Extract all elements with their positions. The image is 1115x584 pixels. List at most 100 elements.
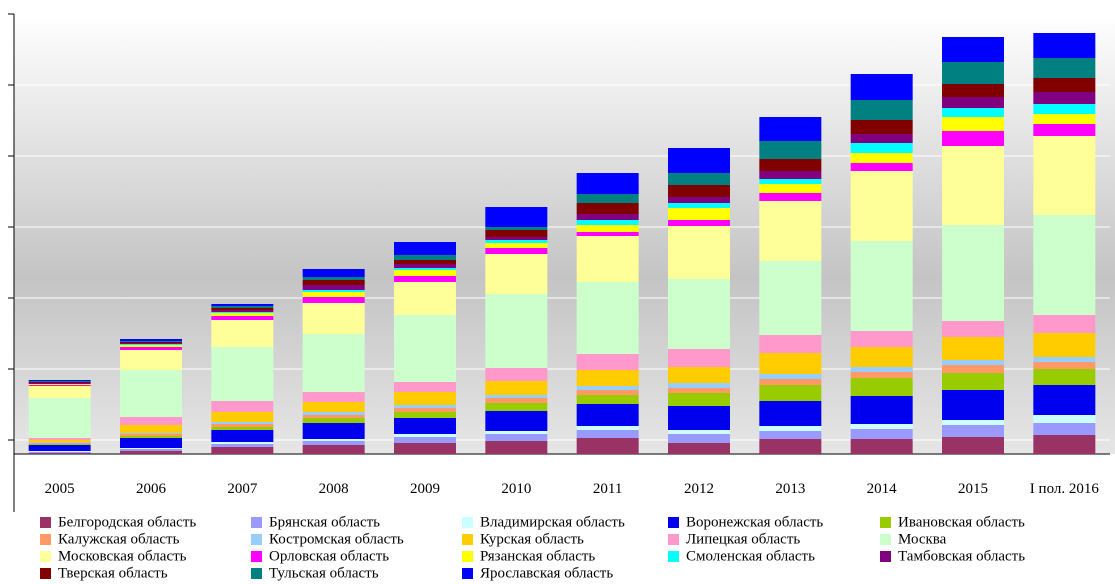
bar-segment bbox=[1033, 114, 1096, 124]
legend-swatch bbox=[668, 534, 679, 545]
bar-segment bbox=[850, 429, 913, 439]
bar-segment bbox=[668, 430, 730, 434]
bar-segment bbox=[302, 418, 365, 423]
bar-segment bbox=[668, 148, 730, 173]
bar-segment bbox=[759, 335, 822, 353]
bar-segment bbox=[485, 431, 548, 434]
bar-segment bbox=[1033, 215, 1096, 315]
bar-segment bbox=[485, 398, 548, 403]
bar-segment bbox=[211, 427, 274, 430]
bar-segment bbox=[211, 401, 274, 412]
bar-segment bbox=[485, 368, 548, 381]
bar-segment bbox=[668, 393, 730, 406]
bar-segment bbox=[302, 285, 365, 290]
bar-segment bbox=[120, 449, 182, 451]
x-tick-label: 2015 bbox=[958, 481, 988, 497]
x-tick-label: 2007 bbox=[227, 481, 258, 497]
bar-segment bbox=[668, 197, 730, 203]
bar-segment bbox=[28, 385, 91, 386]
bar-segment bbox=[668, 367, 730, 383]
x-tick-label: 2013 bbox=[775, 481, 806, 497]
bar-segment bbox=[211, 444, 274, 447]
bar-segment bbox=[576, 390, 639, 395]
bar-segment bbox=[850, 74, 913, 100]
bar-segment bbox=[120, 451, 182, 454]
bar-segment bbox=[28, 440, 91, 442]
bar-segment bbox=[28, 443, 91, 444]
bar-segment bbox=[1033, 369, 1096, 385]
bar-segment bbox=[668, 349, 730, 367]
bar-segment bbox=[485, 441, 548, 454]
bar-segment bbox=[576, 282, 639, 354]
bar-segment bbox=[302, 439, 365, 441]
bar-segment bbox=[576, 404, 639, 426]
bar-segment bbox=[576, 430, 639, 438]
legend-label: Брянская область bbox=[269, 514, 380, 530]
bar-segment bbox=[211, 422, 274, 424]
legend-label: Рязанская область bbox=[480, 548, 595, 564]
bar-segment bbox=[120, 341, 182, 342]
bar-segment bbox=[302, 292, 365, 297]
bar-segment bbox=[394, 405, 456, 408]
bar-segment bbox=[394, 255, 456, 260]
legend-swatch bbox=[462, 568, 473, 579]
bar-segment bbox=[211, 430, 274, 442]
bar-segment bbox=[942, 420, 1004, 425]
bar-segment bbox=[302, 445, 365, 454]
bar-segment bbox=[1033, 357, 1096, 362]
bar-segment bbox=[485, 230, 548, 237]
bar-segment bbox=[576, 194, 639, 203]
legend-label: Тамбовская область bbox=[898, 548, 1025, 564]
bar-segment bbox=[759, 117, 822, 141]
bar-segment bbox=[850, 143, 913, 153]
legend-label: Смоленская область bbox=[686, 548, 815, 564]
bar-segment bbox=[576, 220, 639, 225]
bar-segment bbox=[394, 382, 456, 392]
bar-segment bbox=[485, 381, 548, 395]
bar-segment bbox=[28, 438, 91, 440]
legend-swatch bbox=[462, 534, 473, 545]
bar-segment bbox=[211, 447, 274, 454]
bar-segment bbox=[120, 370, 182, 417]
legend-swatch bbox=[462, 517, 473, 528]
bar-segment bbox=[942, 437, 1004, 454]
bar-segment bbox=[485, 227, 548, 230]
x-tick-label: 2012 bbox=[684, 481, 714, 497]
bar-segment bbox=[120, 436, 182, 438]
bar-segment bbox=[942, 360, 1004, 365]
legend-swatch bbox=[880, 551, 891, 562]
bar-segment bbox=[942, 321, 1004, 337]
bar-segment bbox=[942, 390, 1004, 420]
bar-segment bbox=[28, 444, 91, 445]
bar-segment bbox=[302, 269, 365, 277]
bar-segment bbox=[668, 383, 730, 388]
bar-segment bbox=[850, 100, 913, 120]
legend-swatch bbox=[880, 534, 891, 545]
bar-segment bbox=[120, 438, 182, 448]
bar-segment bbox=[28, 453, 91, 454]
bar-segment bbox=[394, 242, 456, 255]
bar-segment bbox=[211, 312, 274, 313]
bar-segment bbox=[850, 163, 913, 171]
bar-segment bbox=[28, 386, 91, 398]
bar-segment bbox=[28, 382, 91, 383]
bar-segment bbox=[28, 398, 91, 438]
bar-segment bbox=[302, 402, 365, 412]
bar-segment bbox=[1033, 136, 1096, 215]
bar-segment bbox=[576, 386, 639, 390]
bar-segment bbox=[759, 374, 822, 379]
bar-segment bbox=[211, 347, 274, 401]
bar-segment bbox=[759, 141, 822, 159]
bar-segment bbox=[28, 384, 91, 385]
x-tick-label: 2010 bbox=[501, 481, 532, 497]
bar-segment bbox=[302, 423, 365, 439]
x-tick-label: 2011 bbox=[592, 481, 623, 497]
bar-segment bbox=[485, 403, 548, 411]
bar-segment bbox=[1033, 333, 1096, 357]
bar-segment bbox=[576, 214, 639, 220]
bar-segment bbox=[28, 380, 91, 381]
legend-label: Московская область bbox=[58, 548, 187, 564]
legend-label: Калужская область bbox=[58, 531, 180, 547]
bar-segment bbox=[302, 277, 365, 280]
legend-label: Ярославская область bbox=[480, 565, 613, 581]
